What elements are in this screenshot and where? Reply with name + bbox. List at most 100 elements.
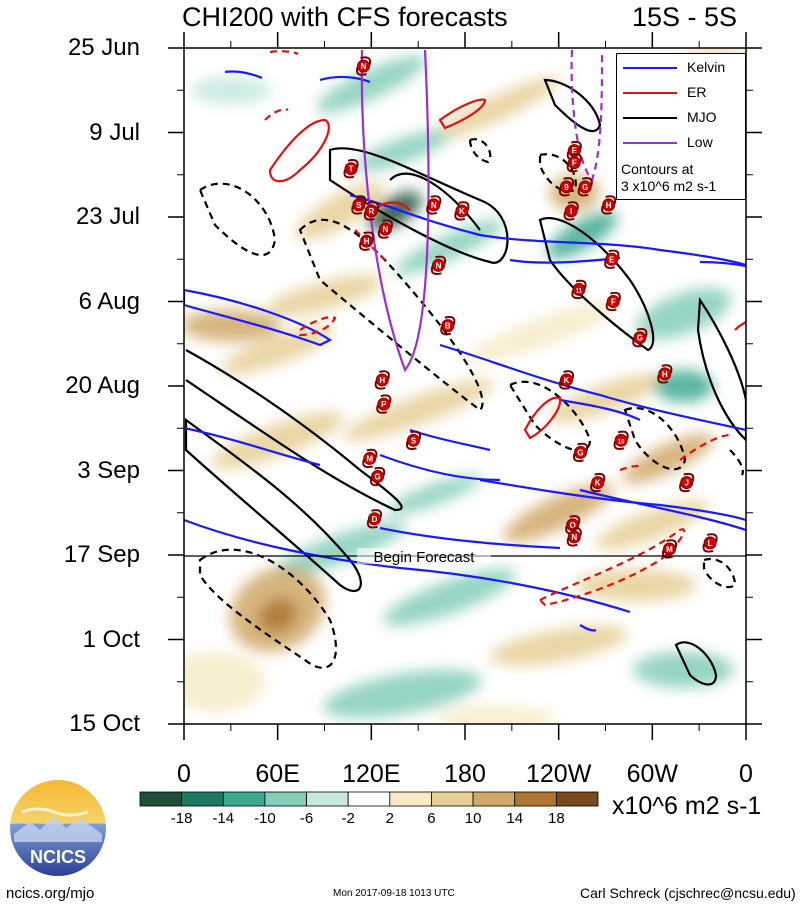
contour-line [538,528,686,607]
storm-marker: G [577,177,593,197]
storm-label: N [382,225,388,234]
low-line-swatch [623,142,677,144]
contour-line [184,426,321,467]
contour-line [198,182,277,257]
storm-label: N [361,62,367,71]
storm-label: H [662,370,668,379]
storm-label: O [570,521,576,530]
storm-label: M [366,454,373,463]
storm-marker: T [343,159,359,179]
contour-line [268,118,330,183]
storm-marker: J [679,472,695,493]
y-tick-label: 6 Aug [78,287,140,315]
kelvin-line-swatch [623,67,677,69]
storm-marker: F [566,152,582,173]
colorbar-segment [306,791,349,807]
field-blob [546,211,618,259]
contour-line [543,78,602,133]
colorbar-tick: -14 [212,810,235,827]
contour-line [349,193,746,267]
storm-marker: R [363,201,379,221]
forecast-label: Begin Forecast [374,549,476,566]
x-tick-label: 120W [526,760,592,788]
field-blob [576,569,697,602]
field-blob [467,301,619,363]
colorbar-tick: 10 [464,810,482,827]
storm-label: J [684,479,688,488]
colorbar-segment [514,791,557,807]
contour-line [702,557,737,589]
field-blob [633,651,734,688]
y-tick-label: 3 Sep [77,456,140,484]
storm-marker: 10 [613,430,629,451]
contour-line [538,153,577,193]
storm-marker: P [376,394,392,414]
colorbar-tick: -2 [341,810,355,827]
x-tick-label: 180 [444,760,486,788]
storm-label: H [364,237,370,246]
contour-line [354,229,386,261]
field-blob [211,412,344,469]
storm-label: I [570,207,572,216]
contour-line [439,343,746,432]
y-tick-label: 15 Oct [69,710,140,737]
storm-marker: N [430,255,447,275]
storm-marker: K [590,472,606,493]
footer-url: ncics.org/mjo [6,885,95,902]
forecast-label-bg [357,548,491,564]
storm-label: S [356,201,362,210]
storm-marker: S [351,195,367,215]
field-blob [367,191,422,231]
storm-marker: E [604,249,620,269]
field-blob [622,433,714,484]
storm-marker: N [355,56,372,76]
colorbar-tick: -10 [254,810,276,827]
storm-marker: G [572,442,589,463]
field-blob [386,475,481,515]
y-tick-label: 25 Jun [67,34,140,61]
colorbar-tick: 14 [506,810,524,827]
storm-label: H [379,376,385,385]
storm-label: P [381,400,387,409]
storm-marker: G [370,466,386,487]
x-tick-label: 0 [739,760,753,788]
field-blob [221,325,335,375]
legend-item-low: Low [617,133,745,153]
mjo-line-swatch [623,117,677,119]
contour-line [479,478,746,522]
colorbar-tick: 18 [548,810,565,827]
footer-timestamp: Mon 2017-09-18 1013 UTC [333,888,455,899]
field-blob [503,483,614,542]
colorbar-tick: 6 [427,810,436,827]
contour-line [389,172,481,231]
storm-marker: S [405,430,422,451]
x-tick-label: 0 [177,760,191,788]
contour-line [729,449,744,476]
colorbar-segment [555,791,599,807]
contour-line [468,138,492,164]
colorbar-units: x10^6 m2 s-1 [612,792,762,820]
contour-line [298,218,484,412]
contour-line [619,464,644,472]
x-tick-label: 120E [342,760,401,788]
contour-line [538,217,655,352]
storm-label: F [572,159,577,168]
field-blob [316,55,427,113]
storm-marker: H [601,195,617,215]
y-tick-label: 20 Aug [65,372,140,399]
storm-label: G [374,473,380,482]
storm-label: K [564,376,570,385]
storm-marker: N [426,195,442,215]
contour-line [264,108,289,121]
storm-marker: F [605,291,621,312]
field-blob [432,76,560,140]
colorbar-segment [264,791,307,807]
storm-label: 10 [618,439,625,445]
contour-line [438,98,487,130]
storm-marker: 9 [558,177,575,197]
storm-marker: I [563,201,579,221]
colorbar-segment [389,791,432,807]
legend-label: ER [687,84,707,100]
field-blob [190,76,271,105]
x-tick-label: 60W [626,760,679,788]
